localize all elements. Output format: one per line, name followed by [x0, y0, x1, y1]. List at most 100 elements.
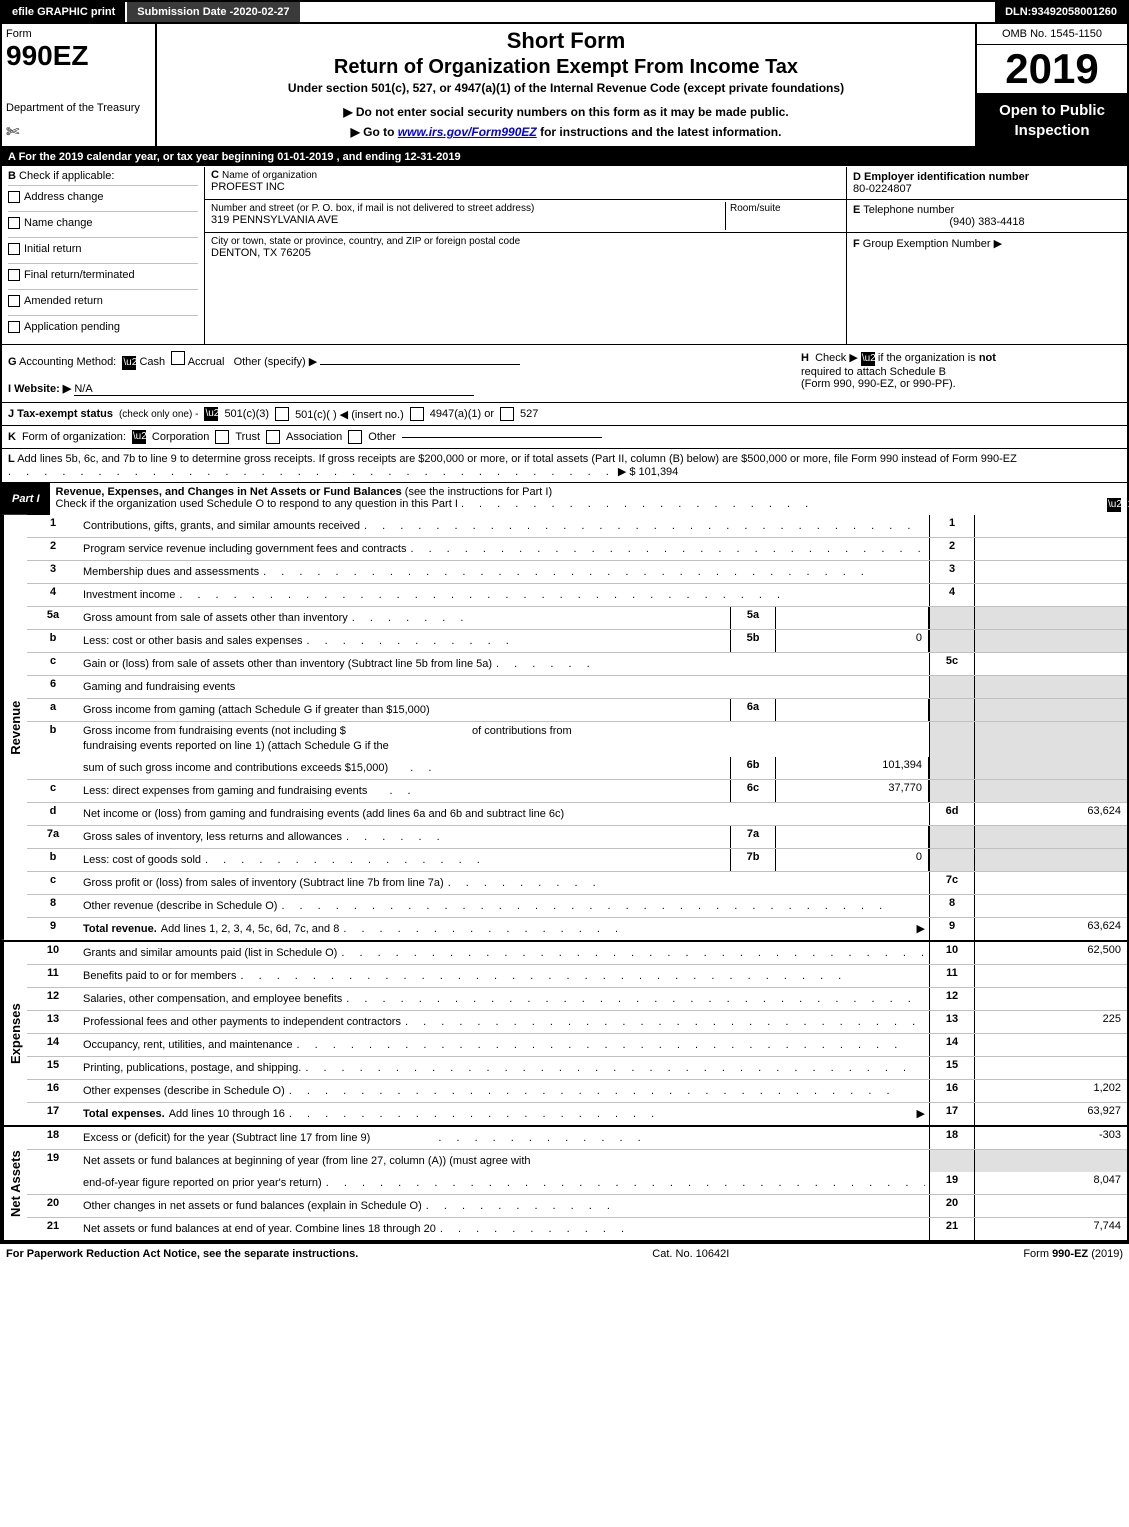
line-6c: c Less: direct expenses from gaming and …	[27, 779, 1127, 802]
line-6a-num: a	[27, 699, 79, 721]
checkbox-cash[interactable]: \u2713	[122, 356, 136, 370]
city-label: City or town, state or province, country…	[211, 236, 520, 247]
line-5a-num: 5a	[27, 607, 79, 629]
line-19-num: 19	[27, 1150, 79, 1172]
part1-title-bold: Revenue, Expenses, and Changes in Net As…	[56, 486, 402, 498]
footer-formref: Form 990-EZ (2019)	[1023, 1248, 1123, 1260]
city-value: DENTON, TX 76205	[211, 247, 311, 259]
checkbox-amended[interactable]	[8, 295, 20, 307]
line-9-desc-b: Total revenue.	[83, 923, 157, 935]
checkbox-schedule-b[interactable]: \u2713	[861, 352, 875, 366]
line-20-desc: Other changes in net assets or fund bala…	[83, 1200, 422, 1212]
line-6d-desc: Net income or (loss) from gaming and fun…	[83, 808, 564, 820]
line-18-value: -303	[975, 1127, 1127, 1149]
line-5a-rvalshade	[975, 607, 1127, 629]
other-specify-input[interactable]	[320, 364, 520, 365]
checkbox-final-return[interactable]	[8, 269, 20, 281]
line-7a-rshade	[929, 826, 975, 848]
footer-pre: Form	[1023, 1248, 1052, 1260]
h-text2: if the organization is	[878, 352, 976, 364]
line-5c-desc: Gain or (loss) from sale of assets other…	[83, 658, 492, 670]
l-tri-icon: ▶	[618, 466, 626, 478]
irs-link[interactable]: www.irs.gov/Form990EZ	[398, 125, 537, 139]
501c3-label: 501(c)(3)	[224, 408, 269, 420]
checkbox-name-change[interactable]	[8, 217, 20, 229]
checkbox-pending[interactable]	[8, 321, 20, 333]
line-3-num: 3	[27, 561, 79, 583]
accrual-label: Accrual	[188, 356, 225, 368]
l-amount: $ 101,394	[629, 466, 678, 478]
submission-label: Submission Date -	[137, 6, 233, 18]
netassets-side-label: Net Assets	[2, 1127, 27, 1240]
dots-icon: . . . . . .	[346, 831, 726, 843]
checkbox-501c[interactable]	[275, 407, 289, 421]
line-5c-rnum: 5c	[929, 653, 975, 675]
checkbox-527[interactable]	[500, 407, 514, 421]
checkbox-trust[interactable]	[215, 430, 229, 444]
line-6b-desc-pre: Gross income from fundraising events (no…	[83, 725, 346, 737]
checkbox-other-org[interactable]	[348, 430, 362, 444]
line-9: 9 Total revenue. Add lines 1, 2, 3, 4, 5…	[27, 917, 1127, 940]
checkbox-501c3[interactable]: \u2713	[204, 407, 218, 421]
revenue-lines: 1 Contributions, gifts, grants, and simi…	[27, 515, 1127, 940]
line-20-rnum: 20	[929, 1195, 975, 1217]
line-3-rnum: 3	[929, 561, 975, 583]
k-text: Form of organization:	[22, 431, 126, 443]
form-number: 990EZ	[6, 40, 151, 72]
line-6a: a Gross income from gaming (attach Sched…	[27, 698, 1127, 721]
line-10-num: 10	[27, 942, 79, 964]
initial-return-label: Initial return	[24, 243, 81, 255]
other-org-input[interactable]	[402, 437, 602, 438]
line-3-value	[975, 561, 1127, 583]
line-17-desc-b: Total expenses.	[83, 1108, 165, 1120]
line-19a-rvalshade	[975, 1150, 1127, 1172]
g-label: G	[8, 356, 17, 368]
h-text1: Check ▶	[815, 352, 858, 364]
line-10-desc: Grants and similar amounts paid (list in…	[83, 947, 337, 959]
pending-label: Application pending	[24, 321, 120, 333]
g-section: G Accounting Method: \u2713 Cash Accrual…	[2, 345, 795, 402]
checkbox-address-change[interactable]	[8, 191, 20, 203]
dots-icon: . . . . . . . . . . .	[426, 1200, 925, 1212]
line-19-desc: Net assets or fund balances at beginning…	[83, 1155, 531, 1167]
line-19a-rshade	[929, 1150, 975, 1172]
line-4: 4 Investment income. . . . . . . . . . .…	[27, 583, 1127, 606]
dots-icon: . . . . . . . . .	[448, 877, 925, 889]
line-18: 18 Excess or (deficit) for the year (Sub…	[27, 1127, 1127, 1149]
checkbox-4947[interactable]	[410, 407, 424, 421]
line-6b2-rshade	[929, 757, 975, 779]
line-5a-mval	[776, 607, 929, 629]
warning-ssn: ▶ Do not enter social security numbers o…	[161, 105, 971, 119]
line-14-num: 14	[27, 1034, 79, 1056]
checkbox-corporation[interactable]: \u2713	[132, 430, 146, 444]
line-12-rnum: 12	[929, 988, 975, 1010]
open-public-badge: Open to Public Inspection	[977, 95, 1127, 146]
dots-icon: . . . . . . . . . . . . . . . .	[343, 923, 912, 935]
efile-print-button[interactable]: efile GRAPHIC print	[2, 2, 125, 22]
line-6-rvalshade	[975, 676, 1127, 698]
phone-label: Telephone number	[863, 204, 954, 216]
checkbox-association[interactable]	[266, 430, 280, 444]
j-row: J Tax-exempt status (check only one) - \…	[2, 403, 1127, 426]
line-5c-num: c	[27, 653, 79, 675]
line-17-num: 17	[27, 1103, 79, 1125]
line-12: 12 Salaries, other compensation, and emp…	[27, 987, 1127, 1010]
checkbox-schedule-o[interactable]: \u2713	[1107, 498, 1121, 512]
line-6c-rvalshade	[975, 780, 1127, 802]
omb-number: OMB No. 1545-1150	[977, 24, 1127, 45]
line-5b-rshade	[929, 630, 975, 652]
line-9-desc: Add lines 1, 2, 3, 4, 5c, 6d, 7c, and 8	[161, 923, 340, 935]
line-1-rnum: 1	[929, 515, 975, 537]
line-13-desc: Professional fees and other payments to …	[83, 1016, 401, 1028]
cash-label: Cash	[139, 356, 165, 368]
line-4-num: 4	[27, 584, 79, 606]
checkbox-initial-return[interactable]	[8, 243, 20, 255]
dots-icon: . . . . . . . . . . .	[440, 1223, 925, 1235]
line-6a-rshade	[929, 699, 975, 721]
527-label: 527	[520, 408, 538, 420]
line-3-desc: Membership dues and assessments	[83, 566, 259, 578]
line-6b2-num	[27, 757, 79, 779]
line-19-desc2: end-of-year figure reported on prior yea…	[83, 1177, 322, 1189]
part1-check-text: Check if the organization used Schedule …	[56, 498, 458, 510]
checkbox-accrual[interactable]	[171, 351, 185, 365]
